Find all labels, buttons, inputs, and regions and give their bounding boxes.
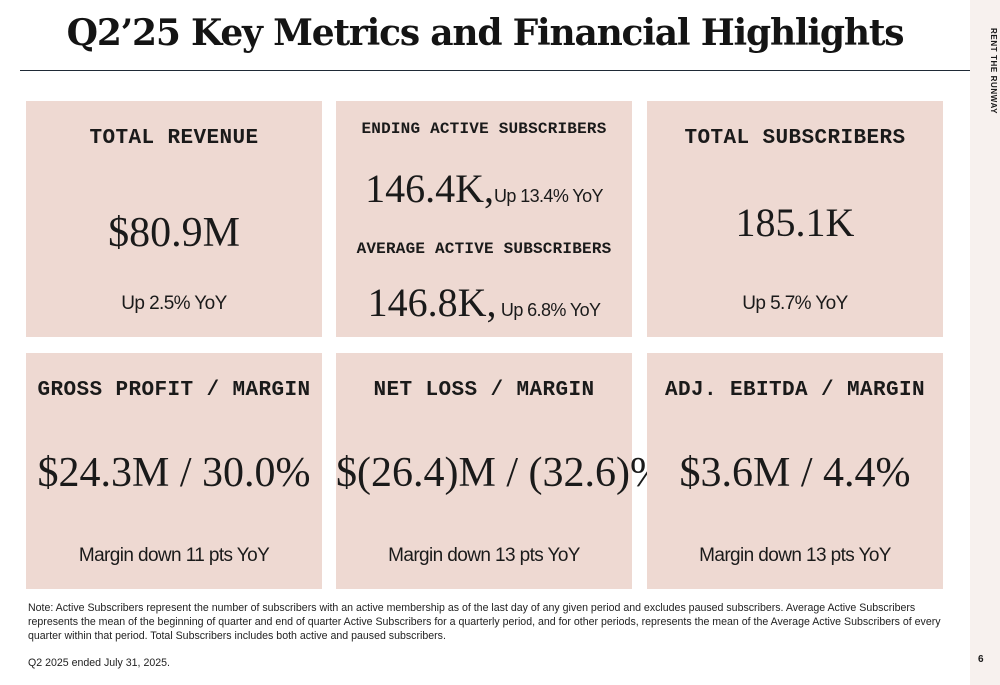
card-subtext: Up 2.5% YoY (121, 293, 227, 314)
title-divider (20, 70, 970, 71)
card-value: 185.1K (735, 200, 855, 245)
card-heading: GROSS PROFIT / MARGIN (37, 379, 311, 402)
page-title: Q2’25 Key Metrics and Financial Highligh… (66, 12, 905, 54)
average-active-heading: AVERAGE ACTIVE SUBSCRIBERS (356, 240, 612, 258)
card-net-loss: NET LOSS / MARGIN $(26.4)M / (32.6)% Mar… (336, 353, 665, 589)
average-active-row: 146.8K, Up 6.8% YoY (336, 279, 632, 326)
average-active-yoy: Up 6.8% YoY (500, 300, 601, 320)
ending-active-yoy: Up 13.4% YoY (493, 186, 604, 206)
card-value: $(26.4)M / (32.6)% (336, 450, 665, 496)
ending-active-row: 146.4K,Up 13.4% YoY (336, 165, 632, 212)
card-total-revenue: TOTAL REVENUE $80.9M Up 2.5% YoY (26, 101, 322, 337)
card-subtext: Margin down 11 pts YoY (78, 545, 270, 566)
side-band (970, 0, 1000, 685)
definitions-note: Note: Active Subscribers represent the n… (28, 602, 941, 642)
page-number: 6 (978, 654, 984, 665)
quarter-end-note: Q2 2025 ended July 31, 2025. (28, 657, 170, 669)
card-total-subscribers: TOTAL SUBSCRIBERS 185.1K Up 5.7% YoY (647, 101, 943, 337)
card-value: $80.9M (108, 210, 240, 256)
brand-label: RENT THE RUNWAY (989, 28, 998, 115)
card-heading: ADJ. EBITDA / MARGIN (664, 379, 926, 402)
card-heading: TOTAL SUBSCRIBERS (684, 127, 906, 150)
average-active-value: 146.8K, (367, 280, 497, 325)
ending-active-value: 146.4K, (365, 166, 494, 211)
card-value: $3.6M / 4.4% (679, 450, 911, 496)
card-subtext: Up 5.7% YoY (742, 293, 848, 314)
card-subscribers: ENDING ACTIVE SUBSCRIBERS 146.4K,Up 13.4… (336, 101, 632, 337)
card-subtext: Margin down 13 pts YoY (388, 545, 580, 566)
ending-active-heading: ENDING ACTIVE SUBSCRIBERS (361, 120, 607, 138)
card-gross-profit: GROSS PROFIT / MARGIN $24.3M / 30.0% Mar… (26, 353, 322, 589)
card-heading: TOTAL REVENUE (89, 127, 259, 150)
card-heading: NET LOSS / MARGIN (373, 379, 595, 402)
card-adj-ebitda: ADJ. EBITDA / MARGIN $3.6M / 4.4% Margin… (647, 353, 943, 589)
card-subtext: Margin down 13 pts YoY (699, 545, 891, 566)
card-value: $24.3M / 30.0% (37, 450, 311, 496)
